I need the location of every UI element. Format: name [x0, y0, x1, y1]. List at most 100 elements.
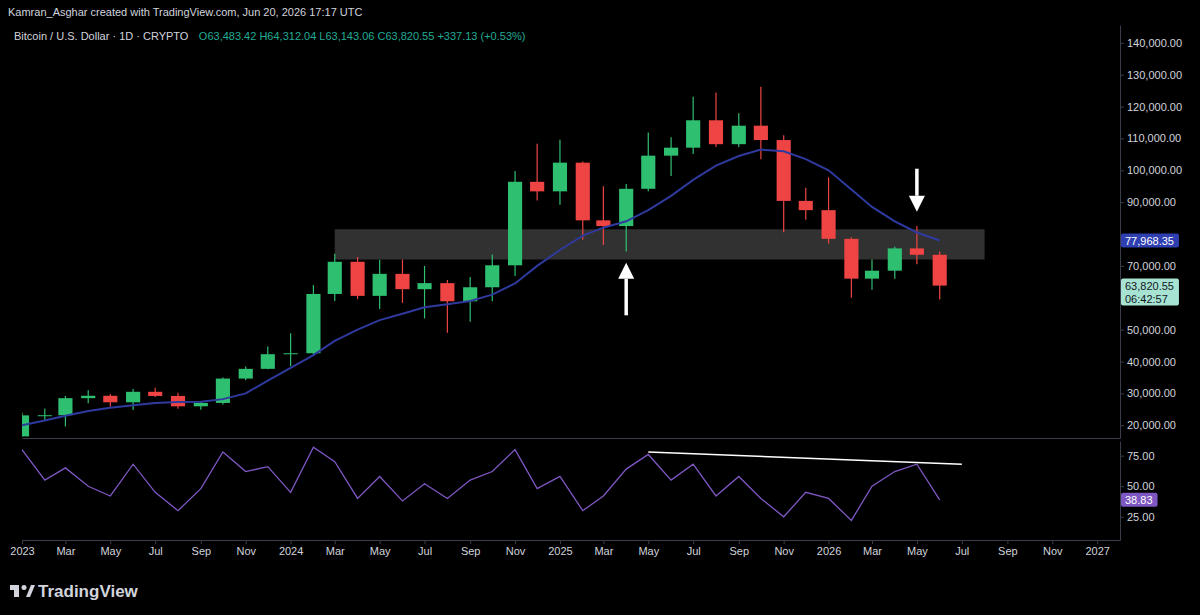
- candle-wick: [290, 333, 291, 366]
- tick-label: Sep: [461, 545, 481, 557]
- tick-label: Jul: [149, 545, 163, 557]
- candle-body: [103, 396, 117, 403]
- tick: 30,000.00: [1120, 387, 1176, 399]
- candle: [306, 285, 320, 355]
- candle: [148, 388, 162, 397]
- candle: [395, 260, 409, 303]
- tick-mark: [1097, 540, 1098, 544]
- candle: [126, 389, 140, 410]
- tick-label: 90,000.00: [1127, 196, 1176, 208]
- tick: 2026: [817, 540, 841, 557]
- candle: [844, 237, 858, 298]
- candle-body: [732, 126, 746, 144]
- tick-mark: [1120, 170, 1124, 171]
- tick-mark: [201, 540, 202, 544]
- candle-body: [865, 271, 879, 279]
- candle-body: [596, 220, 610, 226]
- tick: Nov: [774, 540, 794, 557]
- header-text: Kamran_Asghar created with TradingView.c…: [8, 6, 362, 18]
- tick: 2027: [1085, 540, 1109, 557]
- tick: Nov: [506, 540, 526, 557]
- tick-label: Nov: [774, 545, 794, 557]
- tick-label: 30,000.00: [1127, 387, 1176, 399]
- price-label-text: 63,820.55: [1125, 280, 1174, 292]
- tick: 90,000.00: [1120, 196, 1176, 208]
- candle-body: [126, 392, 140, 403]
- candle-body: [148, 392, 162, 396]
- tick: 50.00: [1120, 480, 1155, 492]
- candle: [530, 144, 544, 201]
- tick-mark: [515, 540, 516, 544]
- candle-body: [799, 201, 813, 210]
- footer-text: TradingView: [38, 582, 139, 601]
- candle: [777, 135, 791, 232]
- price-y-axis-line: [1120, 26, 1121, 439]
- logo-part: [14, 585, 19, 597]
- tick-mark: [1007, 540, 1008, 544]
- tick-mark: [872, 540, 873, 544]
- tick-label: Sep: [730, 545, 750, 557]
- candle: [732, 113, 746, 147]
- chart-title: Bitcoin / U.S. Dollar · 1D · CRYPTO: [14, 30, 189, 42]
- tick-label: Jul: [687, 545, 701, 557]
- tick-label: Nov: [236, 545, 256, 557]
- time-x-axis: 2023MarMayJulSepNov2024MarMayJulSepNov20…: [10, 540, 1120, 557]
- arrow-shaft: [624, 279, 628, 316]
- candle-body: [328, 262, 342, 294]
- tick-label: 2025: [548, 545, 572, 557]
- tick-mark: [1120, 393, 1124, 394]
- tick-label: 2027: [1085, 545, 1109, 557]
- candle: [933, 252, 947, 300]
- tick: 130,000.00: [1120, 69, 1182, 81]
- arrow-head: [618, 263, 634, 279]
- tick-mark: [829, 540, 830, 544]
- time-x-axis-line: [23, 540, 1121, 541]
- price-label-box: [1121, 493, 1158, 507]
- tick-mark: [1120, 43, 1124, 44]
- tick-mark: [380, 540, 381, 544]
- tick: May: [370, 540, 391, 557]
- candle: [754, 87, 768, 159]
- tick-mark: [470, 540, 471, 544]
- moving-average-line: [22, 150, 940, 426]
- tick-label: Sep: [192, 545, 212, 557]
- price-label: 38.83: [1121, 493, 1158, 507]
- candle: [417, 266, 431, 319]
- candle: [171, 393, 185, 409]
- candle-wick: [424, 266, 425, 319]
- tick: Sep: [998, 540, 1018, 557]
- candle: [261, 347, 275, 370]
- candle: [553, 140, 567, 205]
- tick-mark: [784, 540, 785, 544]
- tick: Mar: [56, 540, 75, 557]
- tick-label: Mar: [594, 545, 613, 557]
- tick-label: 2023: [10, 545, 34, 557]
- candle-body: [306, 294, 320, 353]
- rsi-plot: [22, 447, 962, 520]
- candle-body: [888, 248, 902, 270]
- tick-mark: [335, 540, 336, 544]
- candle-wick: [44, 409, 45, 421]
- tick: Mar: [326, 540, 345, 557]
- tick-label: 25.00: [1127, 511, 1155, 523]
- tick-label: 140,000.00: [1127, 37, 1182, 49]
- candle-body: [844, 239, 858, 279]
- tick-label: 120,000.00: [1127, 101, 1182, 113]
- price-plot: [22, 87, 985, 437]
- candle: [328, 254, 342, 301]
- candle-body: [508, 182, 522, 265]
- candle: [664, 137, 678, 176]
- tick: May: [100, 540, 121, 557]
- tick-label: 130,000.00: [1127, 69, 1182, 81]
- candle-body: [664, 148, 678, 156]
- price-label: 63,820.5506:42:57: [1121, 279, 1179, 306]
- candle-body: [239, 369, 253, 379]
- trendline: [648, 452, 962, 464]
- tick-label: May: [370, 545, 391, 557]
- tick-mark: [1120, 486, 1124, 487]
- tick-label: Mar: [326, 545, 345, 557]
- tick-mark: [917, 540, 918, 544]
- tick: Nov: [236, 540, 256, 557]
- tick-label: Nov: [506, 545, 526, 557]
- tick-label: 70,000.00: [1127, 260, 1176, 272]
